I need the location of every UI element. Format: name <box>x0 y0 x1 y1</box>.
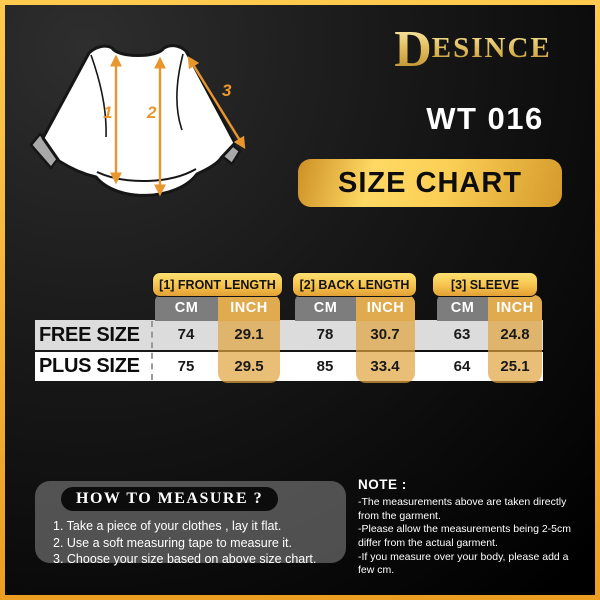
value-free-sleeve-inch: 24.8 <box>500 326 530 343</box>
value-free-back-inch: 30.7 <box>370 326 400 343</box>
row-label-free-size: FREE SIZE <box>39 324 140 346</box>
measure-step-1: 1. Take a piece of your clothes , lay it… <box>53 519 282 533</box>
measure-step-3: 3. Choose your size based on above size … <box>53 552 317 566</box>
arrow-label-3: 3 <box>222 81 232 100</box>
unit-header-inch-2: INCH <box>356 295 415 321</box>
group-header-front-length: [1] FRONT LENGTH <box>152 272 283 297</box>
brand-logo-text: ESINCE <box>431 32 552 64</box>
unit-header-cm-3: CM <box>437 295 488 321</box>
garment-diagram: 1 2 3 <box>29 44 246 197</box>
note-title: NOTE : <box>358 477 407 492</box>
note-item-2: -Please allow the measurements being 2-5… <box>358 523 572 549</box>
size-chart-banner: SIZE CHART <box>298 159 562 207</box>
label-column-divider <box>151 321 153 380</box>
note-section: NOTE : -The measurements above are taken… <box>358 477 573 578</box>
how-to-measure-title: HOW TO MEASURE ? <box>61 487 279 511</box>
value-free-front-cm: 74 <box>177 326 195 343</box>
value-plus-back-cm: 85 <box>316 358 334 375</box>
note-item-3: -If you measure over your body, please a… <box>358 550 569 577</box>
brand-logo-initial: D <box>394 21 432 78</box>
brand-logo: DESINCE <box>383 21 563 78</box>
how-to-measure-box: HOW TO MEASURE ? 1. Take a piece of your… <box>35 481 346 566</box>
value-plus-sleeve-inch: 25.1 <box>500 358 530 375</box>
unit-header-cm-1: CM <box>155 295 218 321</box>
garment-illustration <box>29 44 242 197</box>
arrow-label-1: 1 <box>103 103 112 122</box>
group-header-sleeve: [3] SLEEVE <box>432 272 538 297</box>
value-plus-back-inch: 33.4 <box>370 358 400 375</box>
measure-step-2: 2. Use a soft measuring tape to measure … <box>53 535 293 550</box>
unit-header-inch-1: INCH <box>218 295 280 321</box>
how-to-measure-steps: 1. Take a piece of your clothes , lay it… <box>53 518 316 568</box>
unit-header-inch-3: INCH <box>488 295 542 321</box>
value-free-front-inch: 29.1 <box>234 326 264 343</box>
value-plus-front-inch: 29.5 <box>234 358 264 375</box>
value-plus-front-cm: 75 <box>177 358 195 375</box>
arrow-label-2: 2 <box>146 103 157 122</box>
group-header-back-length: [2] BACK LENGTH <box>292 272 417 297</box>
value-free-back-cm: 78 <box>316 326 334 343</box>
note-item-1: -The measurements above are taken direct… <box>358 496 567 522</box>
garment-body <box>41 44 237 197</box>
row-label-plus-size: PLUS SIZE <box>39 355 140 377</box>
product-code: WT 016 <box>426 101 544 136</box>
unit-header-cm-2: CM <box>295 295 356 321</box>
